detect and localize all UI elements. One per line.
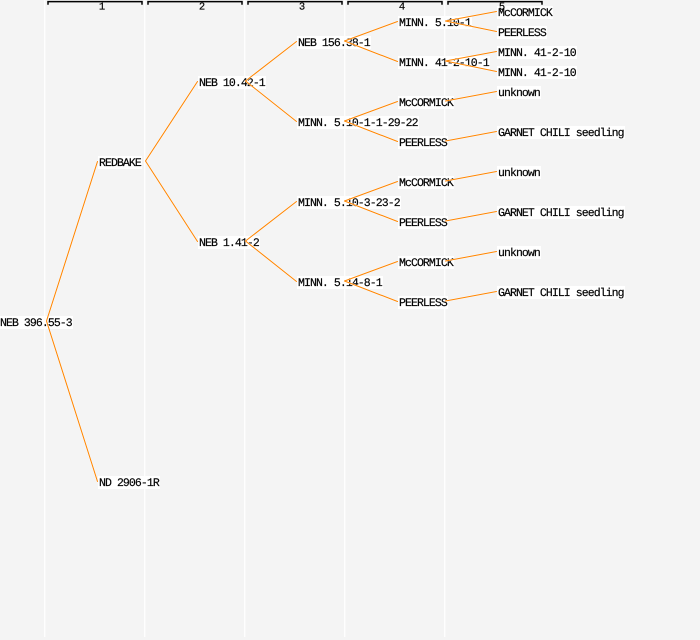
svg-text:MINN. 41-2-10: MINN. 41-2-10 <box>498 47 577 60</box>
svg-text:GARNET CHILI seedling: GARNET CHILI seedling <box>498 127 624 140</box>
svg-text:McCORMICK: McCORMICK <box>399 257 454 270</box>
svg-text:GARNET CHILI seedling: GARNET CHILI seedling <box>498 207 624 220</box>
svg-text:PEERLESS: PEERLESS <box>399 297 448 310</box>
svg-text:4: 4 <box>399 2 405 14</box>
svg-text:3: 3 <box>299 2 305 14</box>
svg-text:MINN. 5.10-1: MINN. 5.10-1 <box>399 17 472 30</box>
svg-text:MINN. 5.10-1-1-29-22: MINN. 5.10-1-1-29-22 <box>298 117 419 130</box>
svg-text:McCORMICK: McCORMICK <box>399 177 454 190</box>
svg-text:PEERLESS: PEERLESS <box>498 27 547 40</box>
svg-text:MINN. 5.14-8-1: MINN. 5.14-8-1 <box>298 277 383 290</box>
svg-text:1: 1 <box>99 2 105 14</box>
svg-text:5: 5 <box>499 2 505 14</box>
svg-text:ND 2906-1R: ND 2906-1R <box>99 477 160 490</box>
svg-text:McCORMICK: McCORMICK <box>498 7 553 20</box>
svg-text:NEB 10.42-1: NEB 10.42-1 <box>199 77 266 90</box>
svg-text:PEERLESS: PEERLESS <box>399 137 448 150</box>
svg-text:NEB 156.38-1: NEB 156.38-1 <box>298 37 371 50</box>
svg-text:PEERLESS: PEERLESS <box>399 217 448 230</box>
svg-text:MINN. 41-2-10: MINN. 41-2-10 <box>498 67 577 80</box>
svg-text:unknown: unknown <box>498 247 540 260</box>
svg-text:McCORMICK: McCORMICK <box>399 97 454 110</box>
svg-text:unknown: unknown <box>498 87 540 100</box>
svg-text:unknown: unknown <box>498 167 540 180</box>
svg-text:NEB 1.41-2: NEB 1.41-2 <box>199 237 260 250</box>
svg-text:MINN. 41-2-10-1: MINN. 41-2-10-1 <box>399 57 490 70</box>
svg-text:REDBAKE: REDBAKE <box>99 157 142 170</box>
svg-text:NEB 396.55-3: NEB 396.55-3 <box>0 317 73 330</box>
svg-text:GARNET CHILI seedling: GARNET CHILI seedling <box>498 287 624 300</box>
svg-text:2: 2 <box>199 2 205 14</box>
